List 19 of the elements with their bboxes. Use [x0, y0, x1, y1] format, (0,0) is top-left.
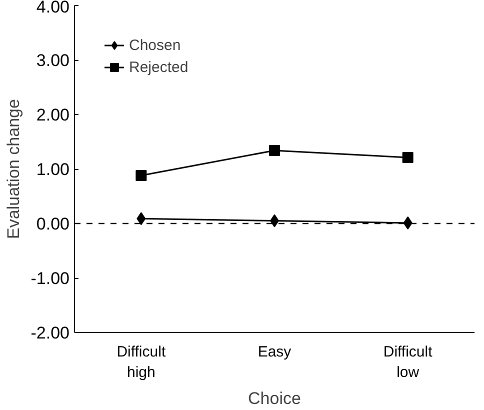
x-tick-label: Difficult low [383, 344, 434, 381]
point [136, 170, 147, 182]
x-tick-label: Difficult high [116, 344, 166, 381]
point [269, 144, 280, 156]
y-tick-label: -1.00 [30, 269, 70, 288]
y-tick-label: 4.00 [36, 0, 70, 16]
point [403, 216, 412, 230]
y-tick-label: -2.00 [30, 324, 70, 342]
y-tick-label: 3.00 [36, 51, 70, 70]
y-axis-title: Evaluation change [4, 99, 23, 239]
x-tick-label: Easy [258, 344, 292, 360]
point [136, 212, 146, 226]
point [402, 152, 414, 164]
legend-label: Chosen [129, 36, 181, 54]
y-tick-label: 2.00 [36, 106, 70, 124]
legend-label: Rejected [129, 58, 188, 76]
y-tick-label: 1.00 [36, 160, 70, 179]
x-axis-title: Choice [248, 388, 301, 408]
y-tick-label: 0.00 [36, 214, 70, 234]
